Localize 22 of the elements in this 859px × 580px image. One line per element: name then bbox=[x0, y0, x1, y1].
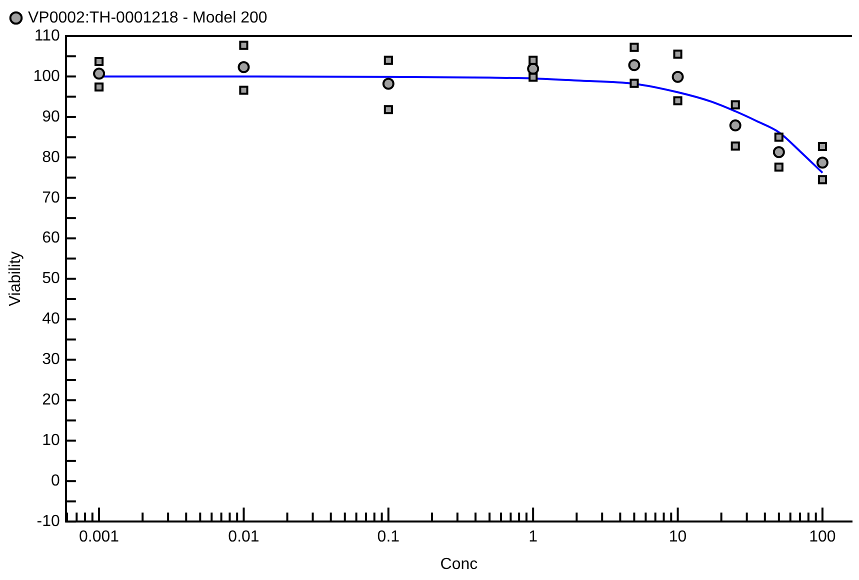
x-tick-label: 0.01 bbox=[228, 528, 260, 546]
y-tick-label: 10 bbox=[42, 432, 60, 450]
y-tick-label: 40 bbox=[42, 310, 60, 328]
y-tick-label: -10 bbox=[36, 513, 60, 530]
y-tick-label: 50 bbox=[42, 270, 60, 288]
y-tick-label: 90 bbox=[42, 108, 60, 126]
y-axis-title: Viability bbox=[7, 251, 24, 306]
legend-label: VP0002:TH-0001218 - Model 200 bbox=[28, 9, 268, 26]
x-tick-label: 1 bbox=[528, 528, 538, 546]
y-tick-label: 100 bbox=[33, 68, 60, 85]
y-tick-label: 60 bbox=[42, 230, 60, 247]
y-tick-label: 80 bbox=[42, 148, 60, 166]
x-tick-label: 10 bbox=[668, 528, 687, 546]
y-tick-label: 20 bbox=[42, 392, 60, 409]
y-tick-label: 30 bbox=[42, 351, 60, 368]
y-tick-label: 110 bbox=[34, 27, 60, 44]
y-tick-label: 70 bbox=[42, 189, 60, 206]
x-tick-label: 0.001 bbox=[79, 528, 120, 546]
y-tick-label: 0 bbox=[50, 472, 60, 490]
x-tick-label: 100 bbox=[809, 528, 836, 546]
x-tick-label: 0.1 bbox=[377, 528, 400, 546]
x-axis-title: Conc bbox=[440, 556, 478, 573]
